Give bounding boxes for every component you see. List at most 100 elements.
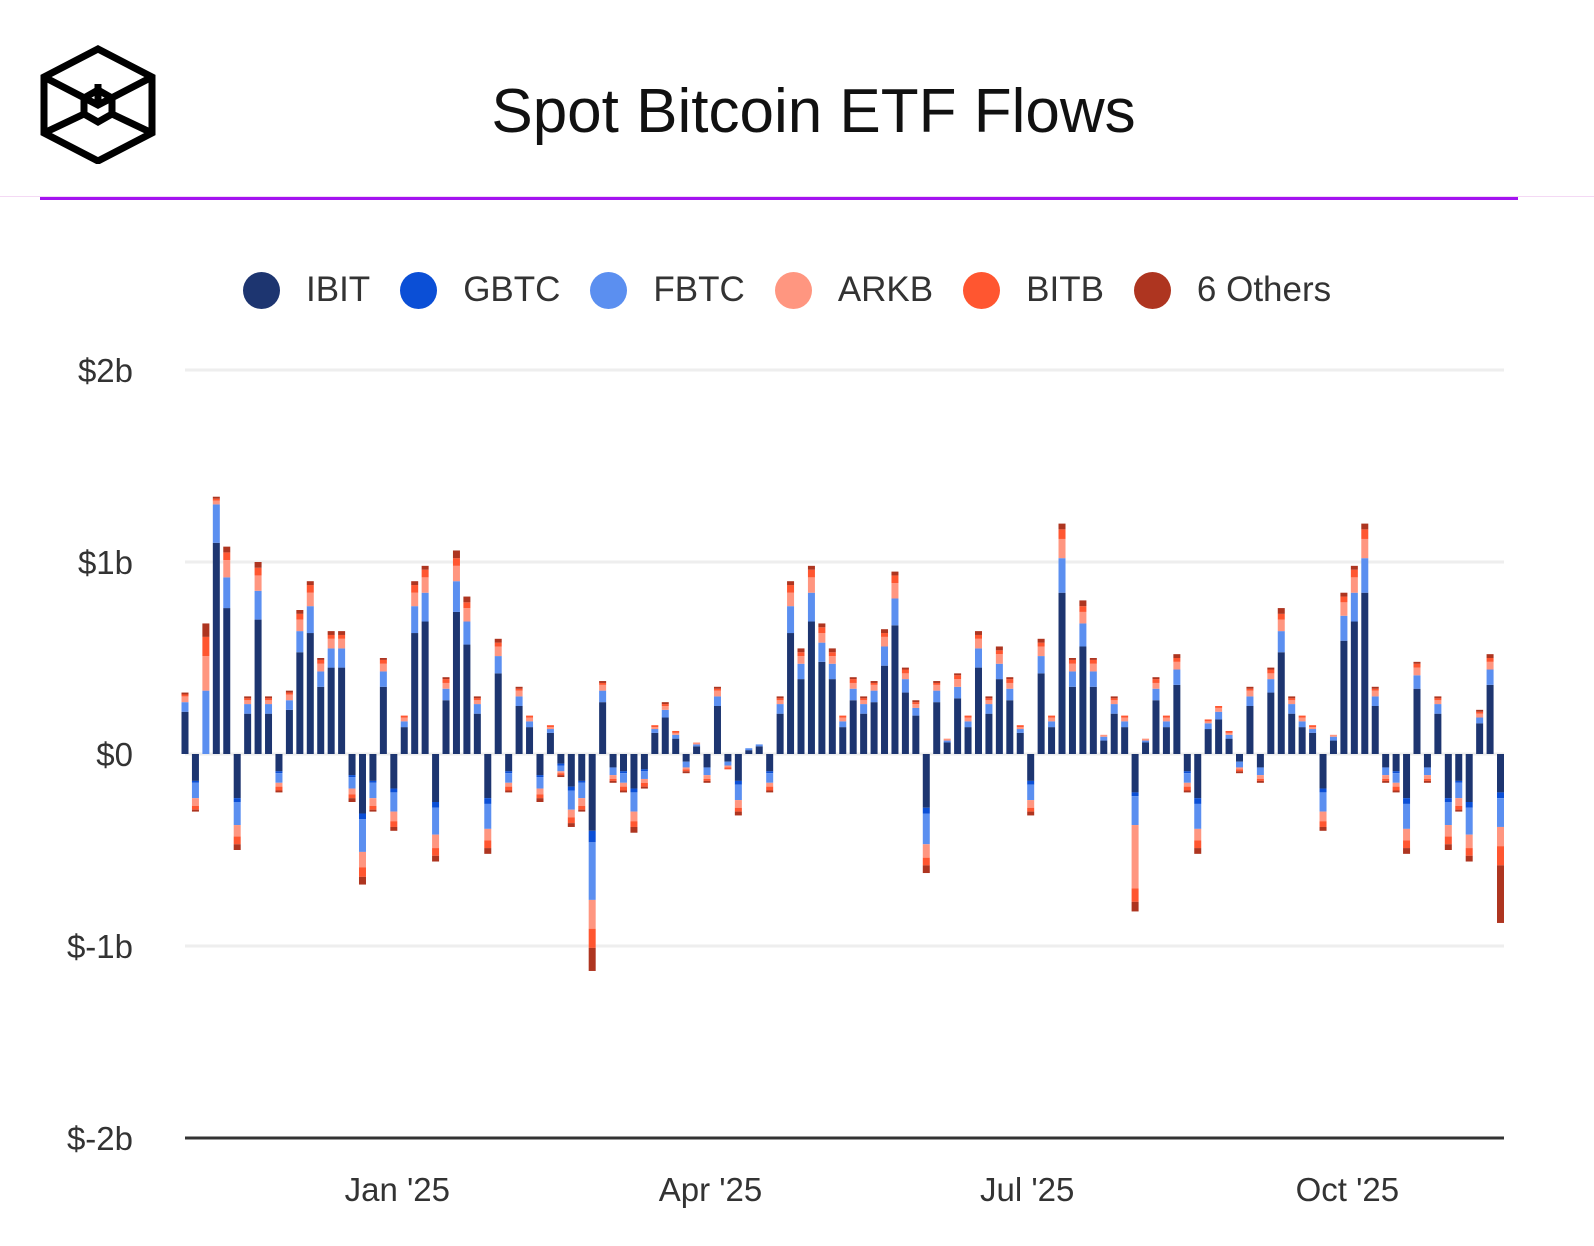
bar-segment-6-others (1497, 865, 1504, 923)
bar-segment-arkb (1486, 661, 1494, 670)
bar-segment-fbtc (1204, 723, 1212, 730)
bar-segment-6-others (369, 809, 377, 812)
bar-segment-arkb (494, 646, 502, 657)
legend-item[interactable]: 6 Others (1133, 270, 1331, 310)
bar-segment-ibit (1277, 652, 1285, 754)
bar-segment-bitb (1236, 769, 1244, 772)
bar-segment-fbtc (703, 767, 711, 776)
bar-segment-bitb (578, 805, 586, 810)
bar-segment-fbtc (1162, 721, 1170, 728)
bar-segment-fbtc (1350, 592, 1358, 622)
bar-segment-ibit (1309, 732, 1317, 754)
legend-swatch (243, 271, 280, 309)
bar-segment-ibit (588, 754, 596, 831)
y-tick-label: $1b (78, 544, 133, 581)
legend-item[interactable]: GBTC (400, 270, 560, 310)
bar-segment-fbtc (713, 696, 721, 706)
bar-segment-gbtc (1403, 798, 1411, 804)
bar-segment-fbtc (1298, 721, 1306, 728)
bar-segment-fbtc (1413, 675, 1421, 689)
bar-segment-arkb (599, 684, 607, 691)
bar-segment-bitb (787, 585, 795, 593)
bar-segment-bitb (223, 552, 231, 561)
bar-segment-6-others (870, 681, 878, 683)
bar-segment-arkb (1246, 690, 1254, 697)
bar-segment-arkb (421, 577, 429, 593)
x-tick-label: Oct '25 (1296, 1171, 1400, 1208)
bar-segment-arkb (1423, 775, 1431, 779)
bar-segment-ibit (943, 742, 951, 754)
bar-segment-fbtc (620, 773, 628, 783)
bar-segment-arkb (379, 663, 387, 672)
bar-segment-ibit (1486, 684, 1494, 754)
bar-segment-ibit (870, 702, 878, 754)
page-title: Spot Bitcoin ETF Flows (491, 77, 1136, 146)
bar-segment-arkb (442, 682, 450, 689)
bar-segment-6-others (713, 686, 721, 689)
bar-segment-fbtc (922, 813, 930, 845)
bar-segment-bitb (1277, 613, 1285, 620)
bar-segment-fbtc (1309, 729, 1317, 733)
bar-segment-ibit (1048, 727, 1056, 754)
bar-segment-arkb (1131, 825, 1139, 889)
bar-segment-6-others (1423, 780, 1431, 783)
bar-segment-ibit (1131, 754, 1139, 793)
bar-segment-ibit (891, 625, 899, 754)
bar-segment-arkb (1183, 782, 1191, 787)
bar-segment-fbtc (1486, 669, 1494, 685)
bar-segment-6-others (787, 581, 795, 586)
bar-segment-6-others (567, 823, 575, 827)
bar-segment-ibit (275, 754, 283, 772)
bar-segment-6-others (452, 550, 460, 559)
bar-segment-ibit (912, 715, 920, 754)
legend-item[interactable]: BITB (963, 270, 1104, 310)
bar-segment-ibit (212, 542, 220, 754)
bar-segment-fbtc (1423, 767, 1431, 776)
legend-item[interactable]: FBTC (590, 270, 745, 310)
bar-segment-6-others (1267, 667, 1275, 670)
bar-segment-arkb (1048, 717, 1056, 722)
bar-segment-6-others (1444, 844, 1452, 850)
bar-segment-ibit (432, 754, 440, 802)
bar-segment-6-others (265, 696, 273, 699)
bar-segment-bitb (1382, 778, 1390, 781)
bar-segment-6-others (599, 681, 607, 683)
bar-segment-arkb (1079, 611, 1087, 624)
legend-label: ARKB (837, 270, 934, 309)
bar-segment-ibit (1162, 727, 1170, 754)
bar-segment-fbtc (390, 792, 398, 812)
bar-segment-6-others (358, 876, 366, 885)
bar-segment-fbtc (1455, 782, 1463, 799)
bar-segment-arkb (807, 577, 815, 593)
bar-segment-fbtc (588, 842, 596, 900)
bar-segment-arkb (985, 700, 993, 705)
bar-segment-ibit (536, 754, 544, 776)
bar-segment-6-others (327, 631, 335, 635)
bar-segment-bitb (348, 794, 356, 799)
bar-segment-6-others (390, 826, 398, 831)
bar-segment-fbtc (442, 688, 450, 701)
bar-segment-ibit (546, 732, 554, 754)
legend-item[interactable]: ARKB (774, 270, 934, 310)
bar-segment-bitb (296, 613, 304, 620)
bar-segment-gbtc (191, 780, 199, 783)
bar-segment-6-others (828, 648, 836, 653)
bar-segment-arkb (1413, 667, 1421, 676)
bar-segment-6-others (849, 677, 857, 680)
bar-segment-ibit (849, 700, 857, 754)
bar-segment-fbtc (1256, 767, 1264, 776)
bar-segment-6-others (734, 811, 742, 816)
bar-segment-ibit (630, 754, 638, 789)
bar-segment-6-others (1006, 677, 1014, 680)
bar-segment-fbtc (661, 709, 669, 718)
legend-label: BITB (1026, 270, 1104, 309)
bar-segment-ibit (985, 713, 993, 754)
bar-segment-fbtc (1121, 721, 1129, 728)
bar-segment-fbtc (807, 592, 815, 622)
bar-segment-gbtc (640, 769, 648, 772)
bar-segment-ibit (526, 727, 534, 754)
bar-segment-fbtc (901, 679, 909, 693)
legend-item[interactable]: IBIT (243, 270, 370, 310)
bar-segment-fbtc (191, 782, 199, 799)
bar-segment-bitb (672, 730, 680, 733)
